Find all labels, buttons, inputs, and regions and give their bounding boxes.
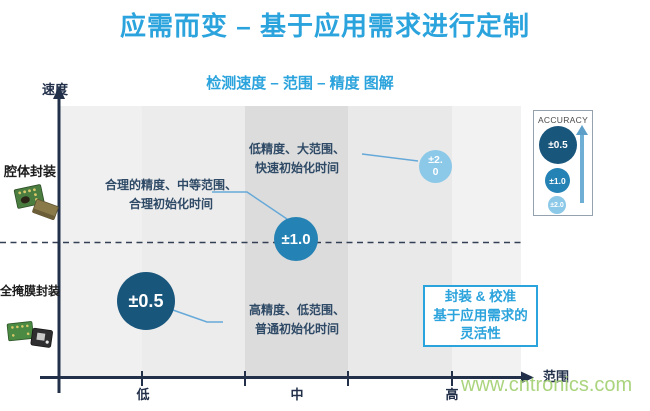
package-photo-full-mold: [6, 321, 53, 348]
annotation-line: 快速初始化时间: [254, 160, 339, 175]
annotation-line: 低精度、大范围、: [248, 142, 345, 156]
tick-label-high: 高: [445, 388, 459, 403]
connector-fast-annotation: [361, 153, 419, 162]
connector-accurate-annotation: [169, 308, 223, 323]
annotation-line: 合理初始化时间: [128, 196, 213, 211]
annotation-line: 普通初始化时间: [254, 321, 339, 336]
connector-mid-annotation: [212, 191, 288, 220]
accuracy-bubble-small: ±2. 0: [419, 150, 452, 183]
chart-subtitle: 检测速度 – 范围 – 精度 图解: [206, 75, 394, 92]
annotation-accurate-init: 高精度、低范围、 普通初始化时间: [212, 301, 382, 338]
annotation-fast-init: 低精度、大范围、 快速初始化时间: [212, 140, 382, 177]
bubble-small-line2: 0: [432, 165, 439, 178]
x-axis-label: 范围: [543, 369, 570, 384]
package-photo-cavity: [13, 184, 59, 221]
legend-arrow-icon: [580, 134, 584, 203]
legend-title: ACCURACY: [537, 115, 589, 125]
accuracy-bubble-mid: ±1.0: [274, 217, 318, 261]
bubble-small-line1: ±2.: [428, 154, 443, 167]
legend: ACCURACY ±0.5 ±1.0 ±2.0: [533, 110, 593, 216]
legend-bubble-mid: ±1.0: [545, 168, 570, 193]
legend-arrow-head-icon: [576, 125, 588, 135]
callout-line: 灵活性: [460, 326, 501, 342]
legend-bubble-small: ±2.0: [548, 196, 566, 214]
callout-line: 基于应用需求的: [433, 307, 528, 323]
annotation-mid-init: 合理的精度、中等范围、 合理初始化时间: [78, 176, 264, 213]
plot-band-2: [142, 106, 245, 377]
package-label-full-mold: 全掩膜封装: [0, 284, 61, 298]
slide-title: 应需而变 – 基于应用需求进行定制: [120, 11, 530, 41]
tick-label-low: 低: [136, 388, 150, 403]
callout-box: 封装 & 校准 基于应用需求的 灵活性: [423, 285, 538, 347]
x-axis-arrow-icon: [521, 371, 534, 384]
y-axis-arrow-icon: [53, 86, 65, 99]
tick-label-mid: 中: [290, 388, 304, 403]
package-label-cavity: 腔体封装: [4, 165, 57, 180]
legend-bubble-large: ±0.5: [539, 126, 577, 164]
watermark: www.cntronics.com: [461, 374, 633, 396]
annotation-line: 合理的精度、中等范围、: [104, 178, 237, 192]
y-axis-label: 速度: [42, 82, 69, 97]
callout-line: 封装 & 校准: [444, 288, 517, 304]
accuracy-bubble-large: ±0.5: [117, 272, 175, 330]
annotation-line: 高精度、低范围、: [248, 303, 345, 317]
plot-band-1: [59, 106, 142, 377]
